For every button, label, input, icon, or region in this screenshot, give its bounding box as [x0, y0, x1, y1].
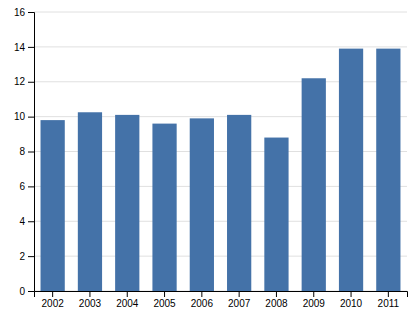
- bar: [264, 138, 288, 291]
- y-tick-mark: [28, 221, 34, 222]
- x-tick-mark: [52, 291, 53, 297]
- y-tick-mark: [28, 47, 34, 48]
- x-tick-label: 2010: [340, 298, 363, 309]
- y-tick: 14: [14, 42, 34, 53]
- y-tick-label: 0: [19, 286, 25, 297]
- y-tick: 4: [19, 216, 34, 227]
- bar: [302, 78, 326, 291]
- bar: [376, 49, 400, 291]
- x-tick: 2010: [340, 291, 363, 309]
- y-tick-label: 16: [14, 7, 26, 18]
- x-tick-label: 2009: [303, 298, 326, 309]
- bar: [152, 124, 176, 291]
- x-tick-mark: [89, 291, 90, 297]
- chart: 0246810121416200220032004200520062007200…: [0, 0, 419, 319]
- bar: [190, 118, 214, 291]
- y-tick-mark: [28, 152, 34, 153]
- x-tick-mark: [201, 291, 202, 297]
- y-tick-mark: [28, 82, 34, 83]
- x-axis-line: [35, 292, 408, 298]
- x-tick-label: 2007: [228, 298, 251, 309]
- bar: [227, 115, 251, 291]
- x-tick: 2004: [116, 291, 139, 309]
- x-tick-mark: [276, 291, 277, 297]
- y-tick-mark: [28, 117, 34, 118]
- bar: [41, 120, 65, 291]
- x-tick: 2008: [265, 291, 288, 309]
- x-tick-mark: [351, 291, 352, 297]
- y-tick-mark: [28, 12, 34, 13]
- y-tick: 6: [19, 181, 34, 192]
- y-tick: 2: [19, 251, 34, 262]
- x-tick-mark: [313, 291, 314, 297]
- x-tick-label: 2011: [378, 298, 400, 309]
- grid-line: [34, 12, 407, 13]
- x-tick: 2006: [191, 291, 214, 309]
- x-tick-label: 2004: [116, 298, 139, 309]
- bar: [115, 115, 139, 291]
- x-tick-mark: [127, 291, 128, 297]
- y-tick-mark: [28, 256, 34, 257]
- x-tick: 2009: [303, 291, 326, 309]
- y-axis: 0 2 4 6 8 10 12 14 16: [14, 7, 35, 297]
- x-tick-mark: [388, 291, 389, 297]
- x-tick-mark: [164, 291, 165, 297]
- y-tick-label: 14: [14, 42, 26, 53]
- x-tick-mark: [239, 291, 240, 297]
- x-tick-label: 2002: [42, 298, 65, 309]
- x-axis: 2002 2003 2004 2005 2006 2007 2008 2009 2010 2011: [35, 291, 408, 309]
- y-tick: 12: [14, 76, 34, 87]
- x-tick: 2003: [79, 291, 102, 309]
- y-tick-mark: [28, 291, 34, 292]
- y-axis-line: [28, 13, 35, 292]
- y-tick-label: 2: [19, 251, 25, 262]
- y-tick-label: 8: [19, 146, 25, 157]
- bars: [41, 49, 401, 291]
- plot: 0246810121416200220032004200520062007200…: [14, 7, 408, 309]
- x-tick-label: 2003: [79, 298, 102, 309]
- bar: [339, 49, 363, 291]
- y-tick: 8: [19, 146, 34, 157]
- grid-line: [34, 46, 407, 47]
- x-tick: 2011: [378, 291, 400, 309]
- x-tick: 2005: [153, 291, 176, 309]
- y-tick-label: 10: [14, 111, 26, 122]
- bar: [78, 112, 102, 291]
- y-tick: 10: [14, 111, 34, 122]
- y-tick-label: 12: [14, 76, 26, 87]
- x-tick: 2007: [228, 291, 251, 309]
- y-tick: 16: [14, 7, 34, 18]
- y-tick-label: 4: [19, 216, 25, 227]
- grid: [34, 12, 407, 291]
- x-tick: 2002: [42, 291, 65, 309]
- x-tick-label: 2005: [153, 298, 176, 309]
- y-tick: 0: [19, 286, 34, 297]
- x-tick-label: 2006: [191, 298, 214, 309]
- y-tick-label: 6: [19, 181, 25, 192]
- y-tick-mark: [28, 186, 34, 187]
- x-tick-label: 2008: [265, 298, 288, 309]
